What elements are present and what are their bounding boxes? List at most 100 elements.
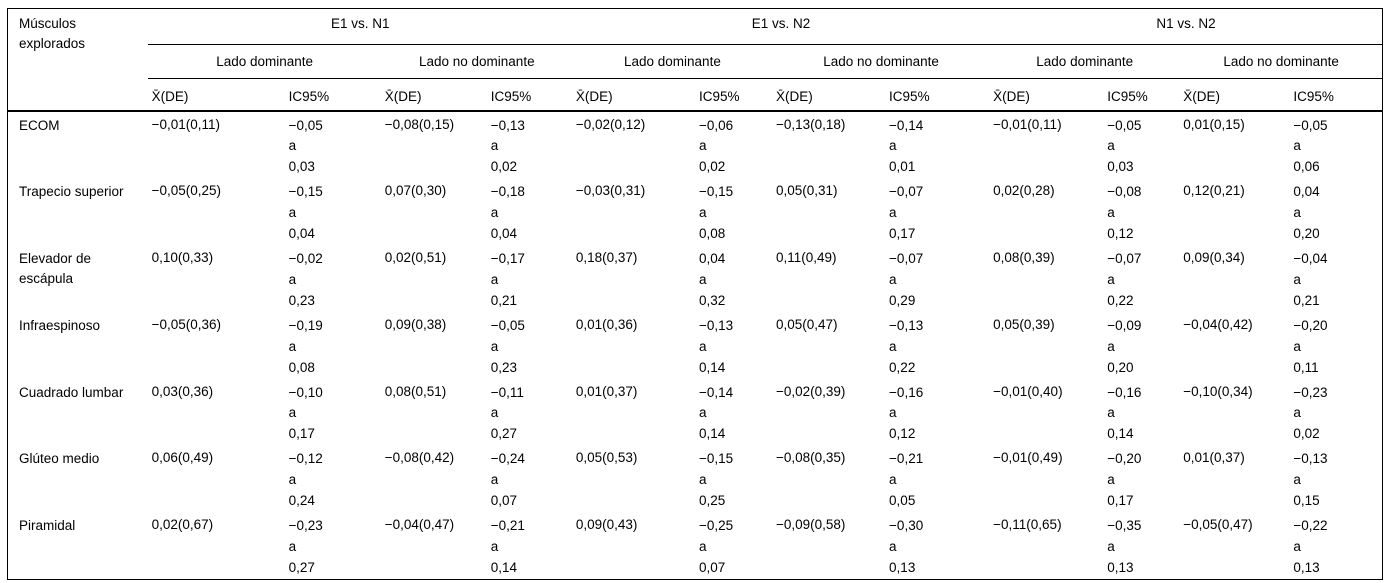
ci-line: a [698,405,707,421]
ci-line: a [698,539,707,555]
ci-line: a [288,539,297,555]
mean-sd-value: 0,06(0,49) [151,450,214,466]
mean-sd-value: 0,08(0,51) [384,383,447,399]
ci-value: 0,04 a 0,20 [1289,178,1382,245]
ci-value: −0,16 a 0,14 [1103,379,1179,446]
ci-line: −0,05 [1107,117,1142,133]
stat-header-row: X̄(DE) IC95% X̄(DE) IC95% X̄(DE) IC95% X… [8,78,1383,112]
table-row: Cuadrado lumbar 0,03(0,36) −0,10 a 0,17 0,08(… [8,379,1383,446]
ci-line: a [1293,271,1301,287]
ci-value: −0,35 a 0,13 [1103,512,1179,579]
stat-header-mean-sd: X̄(DE) [771,78,886,112]
ci-line: 0,04 [490,226,518,242]
mean-sd-value: 0,03(0,36) [151,383,214,399]
ci-value: −0,07 a 0,29 [885,245,989,312]
ci-line: a [698,205,707,221]
ci-line: a [1107,271,1115,287]
mean-sd-value: 0,02(0,51) [384,250,447,266]
table-body: ECOM −0,01(0,11) −0,05 a 0,03 −0,08(0,15) −0,1… [8,111,1383,580]
ci-line: −0,04 [1293,251,1328,267]
mean-sd-value: 0,10(0,33) [151,250,214,266]
ci-value: −0,05 a 0,03 [285,111,381,179]
mean-sd-value: 0,01(0,37) [1183,450,1245,466]
ci-line: a [490,338,499,354]
mean-sd-value: 0,02(0,67) [151,517,214,533]
mean-sd-value: −0,03(0,31) [575,183,646,199]
ci-line: 0,25 [698,493,726,509]
muscle-name: Elevador de escápula [19,251,92,287]
ci-value: −0,07 a 0,17 [885,178,989,245]
ci-line: −0,25 [698,518,734,534]
ci-line: a [1107,205,1115,221]
ci-value: 0,04 a 0,32 [695,245,772,312]
ci-line: a [698,138,707,154]
ci-line: a [490,405,499,421]
ci-line: 0,03 [288,159,315,175]
ci-line: a [889,472,897,488]
ci-line: a [490,271,499,287]
ci-line: 0,32 [698,292,726,308]
ci-value: −0,15 a 0,04 [285,178,381,245]
mean-sd-value: 0,05(0,39) [993,316,1055,332]
ci-line: a [288,405,297,421]
stat-header-mean-sd: X̄(DE) [989,78,1104,112]
ci-line: 0,20 [1293,226,1320,242]
ci-value: −0,24 a 0,07 [487,445,572,512]
side-header-dominant: Lado dominante [989,44,1180,79]
mean-sd-value: 0,09(0,43) [575,517,638,533]
ci-line: a [1107,405,1115,421]
ci-line: −0,23 [1293,384,1328,400]
mean-sd-value: −0,08(0,15) [384,116,455,132]
ci-line: a [288,138,297,154]
mean-sd-value: −0,10(0,34) [1183,383,1253,399]
mean-sd-value: 0,01(0,36) [575,316,638,332]
ci-value: −0,16 a 0,12 [885,379,989,446]
ci-value: −0,23 a 0,02 [1289,379,1382,446]
ci-line: −0,13 [1293,451,1328,467]
ci-value: −0,12 a 0,24 [285,445,381,512]
ci-line: −0,16 [889,384,924,400]
ci-value: −0,13 a 0,02 [487,111,572,179]
ci-value: −0,21 a 0,05 [885,445,989,512]
ci-line: 0,01 [889,159,916,175]
muscle-name: Infraespinoso [19,317,101,333]
table-row: Infraespinoso −0,05(0,36) −0,19 a 0,08 0,09(0… [8,312,1383,379]
ci-line: a [1107,338,1115,354]
ci-line: 0,24 [288,493,315,509]
ci-value: −0,23 a 0,27 [285,512,381,579]
ci-line: 0,02 [490,159,518,175]
ci-line: −0,12 [288,451,323,467]
ci-line: −0,14 [889,117,924,133]
mean-sd-value: −0,02(0,39) [775,383,846,399]
ci-value: −0,02 a 0,23 [285,245,381,312]
ci-line: 0,13 [1107,559,1134,575]
ci-value: −0,25 a 0,07 [695,512,772,579]
ci-line: a [1293,405,1301,421]
ci-value: −0,04 a 0,21 [1289,245,1382,312]
ci-line: 0,14 [1107,426,1134,442]
mean-sd-value: −0,01(0,11) [151,116,221,132]
stat-header-mean-sd: X̄(DE) [571,78,695,112]
ci-line: 0,29 [889,292,916,308]
ci-line: −0,07 [1107,251,1142,267]
ci-line: −0,13 [889,317,924,333]
ci-value: −0,13 a 0,22 [885,312,989,379]
ci-line: −0,20 [1107,451,1142,467]
ci-line: a [288,271,297,287]
mean-sd-value: −0,09(0,58) [775,517,846,533]
ci-value: −0,20 a 0,17 [1103,445,1179,512]
ci-value: −0,30 a 0,13 [885,512,989,579]
ci-line: −0,35 [1107,518,1142,534]
ci-line: 0,23 [288,292,315,308]
muscle-name: Glúteo medio [19,451,100,467]
ci-line: 0,05 [889,493,916,509]
ci-line: 0,22 [1107,292,1134,308]
ci-line: −0,13 [490,117,525,133]
ci-line: 0,08 [698,226,726,242]
ci-line: 0,22 [889,359,916,375]
ci-line: −0,05 [490,317,525,333]
ci-line: −0,02 [288,251,323,267]
ci-line: −0,14 [698,384,734,400]
ci-line: 0,13 [1293,559,1320,575]
